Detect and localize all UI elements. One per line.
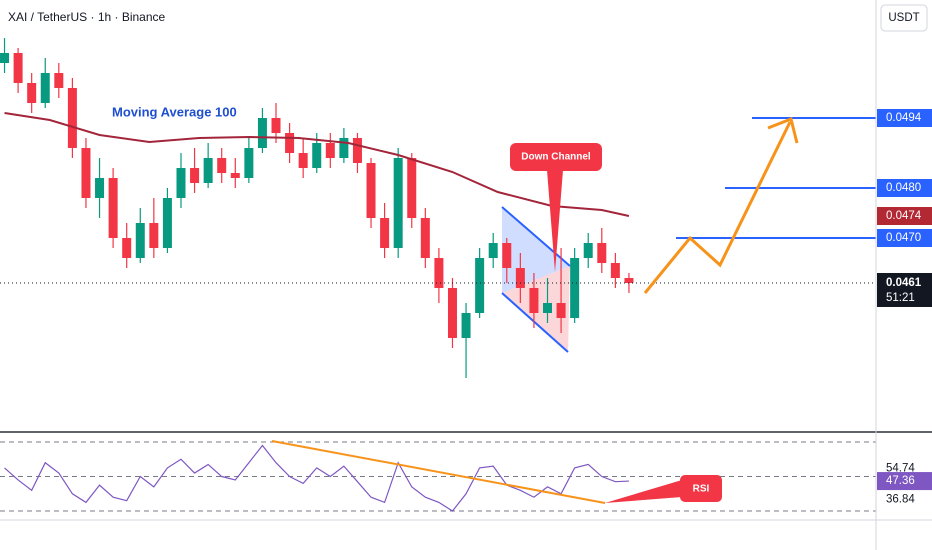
countdown: 51:21 (886, 292, 915, 304)
candle-body (257, 118, 267, 148)
axis-labels: 0.0474 0.0494 0.0480 0.0470 0.0461 51:21 54.74… (877, 109, 932, 505)
price-level-label: 0.0480 (886, 182, 921, 194)
candle-body (162, 198, 172, 248)
candle-body (95, 178, 105, 198)
candle-body (529, 288, 539, 313)
current-price-label: 0.0461 (886, 277, 922, 289)
candle-body (488, 243, 498, 258)
candle-body (475, 258, 485, 313)
callout-box (510, 143, 602, 171)
candle-body (135, 223, 145, 258)
plot (0, 38, 876, 512)
candle-body (67, 88, 77, 148)
candle-body (352, 138, 362, 163)
currency: USDT (888, 12, 919, 24)
candle-body (339, 138, 349, 158)
candle-body (298, 153, 308, 168)
chart-title: XAI / TetherUS · 1h · Binance (8, 10, 166, 24)
candle-body (203, 158, 213, 183)
ma-price-box (877, 207, 932, 225)
candle-body (285, 133, 295, 153)
candle-body (461, 313, 471, 338)
candle-body (447, 288, 457, 338)
arrow-head (767, 116, 799, 144)
candle-body (570, 258, 580, 318)
price-level-label: 0.0470 (886, 232, 921, 244)
candle-body (407, 158, 417, 218)
projection-arrow (643, 121, 792, 294)
candle-body (190, 168, 200, 183)
rsi-line (4, 444, 629, 512)
channel-bottom (501, 292, 569, 353)
current-price-box (877, 273, 932, 307)
candle-body (502, 243, 512, 268)
rsi-tick-label: 54.74 (886, 462, 915, 474)
callout-text: Down Channel (521, 152, 591, 163)
candle-body (149, 223, 159, 248)
grid (0, 441, 876, 512)
moving-average-line (4, 112, 630, 217)
candle-body (543, 303, 552, 313)
rsi-callout-pointer (605, 480, 682, 503)
candle-body (624, 278, 634, 283)
candle-body (244, 148, 254, 178)
candle-body (312, 143, 322, 168)
callout-pointer (547, 170, 563, 272)
rsi-callout-box (680, 475, 722, 502)
candle-body (434, 258, 444, 288)
candle-body (515, 268, 525, 288)
candle-body (108, 178, 118, 238)
candle-body (176, 168, 186, 198)
candle-body (583, 243, 593, 258)
candle-body (420, 218, 430, 258)
candle-body (122, 238, 132, 258)
candle-body (81, 148, 91, 198)
rsi-trendline (271, 440, 606, 504)
candle-body (40, 73, 50, 103)
candle-body (325, 143, 335, 158)
rsi-tick-label: 36.84 (886, 493, 915, 505)
rsi-callout-text: RSI (693, 484, 710, 495)
candle-body (27, 83, 37, 103)
currency-box (880, 4, 928, 32)
candle-body (393, 158, 403, 248)
candle-body (597, 243, 607, 263)
candle-body (380, 218, 390, 248)
price-level-box (877, 109, 932, 127)
candle-body (271, 118, 281, 133)
rsi-value-box (877, 472, 932, 491)
candle-body (556, 303, 566, 318)
candle-body (366, 163, 376, 218)
candle-body (610, 263, 620, 278)
candle-body (0, 53, 10, 63)
candle-body (217, 158, 227, 173)
price-level-box (877, 179, 932, 197)
price-level-box (877, 229, 932, 247)
price-level-label: 0.0494 (886, 112, 922, 124)
ma-price-label: 0.0474 (886, 210, 922, 222)
ma-label: Moving Average 100 (112, 104, 237, 119)
candle-body (230, 173, 240, 178)
candle-body (54, 73, 64, 88)
channel-top (501, 206, 571, 267)
rsi-value-label: 47.36 (886, 475, 915, 487)
candle-body (13, 53, 23, 83)
